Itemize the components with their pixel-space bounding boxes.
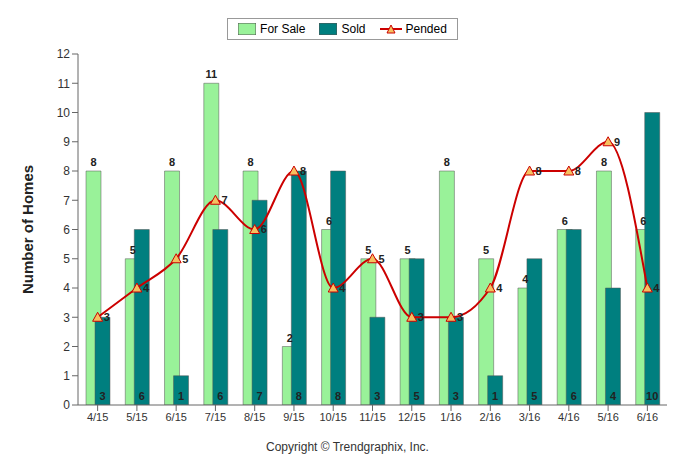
svg-text:6: 6 bbox=[326, 215, 332, 227]
svg-text:9/15: 9/15 bbox=[283, 411, 304, 423]
svg-text:9: 9 bbox=[614, 136, 620, 148]
svg-text:5: 5 bbox=[365, 244, 371, 256]
svg-text:4/16: 4/16 bbox=[558, 411, 579, 423]
svg-text:2/16: 2/16 bbox=[480, 411, 501, 423]
svg-text:8: 8 bbox=[575, 165, 581, 177]
svg-text:5/16: 5/16 bbox=[597, 411, 618, 423]
svg-text:3: 3 bbox=[418, 311, 424, 323]
svg-text:6: 6 bbox=[139, 390, 145, 402]
svg-text:4: 4 bbox=[339, 282, 346, 294]
svg-text:6: 6 bbox=[562, 215, 568, 227]
svg-text:3: 3 bbox=[374, 390, 380, 402]
svg-text:3: 3 bbox=[104, 311, 110, 323]
svg-text:3: 3 bbox=[63, 311, 70, 325]
html-text:Sold: Sold bbox=[341, 22, 366, 36]
svg-text:1/16: 1/16 bbox=[440, 411, 461, 423]
svg-text:7: 7 bbox=[63, 194, 70, 208]
svg-text:4: 4 bbox=[522, 273, 529, 285]
svg-text:7/15: 7/15 bbox=[205, 411, 226, 423]
svg-text:1: 1 bbox=[63, 369, 70, 383]
svg-text:8: 8 bbox=[63, 164, 70, 178]
svg-text:6: 6 bbox=[571, 390, 577, 402]
svg-text:5: 5 bbox=[483, 244, 489, 256]
html-text:Pended: Pended bbox=[405, 22, 447, 36]
svg-text:11: 11 bbox=[205, 68, 217, 80]
svg-text:1: 1 bbox=[178, 390, 184, 402]
html-text:Copyright © Trendgraphix, Inc.: Copyright © Trendgraphix, Inc. bbox=[266, 440, 429, 454]
svg-text:6/15: 6/15 bbox=[165, 411, 186, 423]
svg-text:8/15: 8/15 bbox=[244, 411, 265, 423]
svg-text:12/15: 12/15 bbox=[398, 411, 426, 423]
svg-text:10: 10 bbox=[57, 106, 71, 120]
svg-text:5: 5 bbox=[414, 390, 420, 402]
svg-text:6: 6 bbox=[217, 390, 223, 402]
svg-text:8: 8 bbox=[169, 156, 175, 168]
svg-text:9: 9 bbox=[63, 135, 70, 149]
svg-text:Number of Homes: Number of Homes bbox=[19, 165, 36, 294]
svg-text:2: 2 bbox=[287, 332, 293, 344]
svg-text:4: 4 bbox=[143, 282, 150, 294]
svg-text:6: 6 bbox=[640, 215, 646, 227]
svg-text:5/15: 5/15 bbox=[126, 411, 147, 423]
svg-text:12: 12 bbox=[57, 47, 71, 61]
svg-text:5: 5 bbox=[63, 252, 70, 266]
svg-text:5: 5 bbox=[405, 244, 411, 256]
svg-text:5: 5 bbox=[182, 253, 188, 265]
svg-text:5: 5 bbox=[531, 390, 537, 402]
svg-text:8: 8 bbox=[296, 390, 302, 402]
svg-text:3: 3 bbox=[457, 311, 463, 323]
svg-text:4/15: 4/15 bbox=[87, 411, 108, 423]
svg-text:8: 8 bbox=[335, 390, 341, 402]
svg-text:4: 4 bbox=[496, 282, 503, 294]
svg-text:7: 7 bbox=[257, 390, 263, 402]
svg-text:5: 5 bbox=[379, 253, 385, 265]
svg-text:7: 7 bbox=[221, 194, 227, 206]
svg-text:8: 8 bbox=[248, 156, 254, 168]
svg-text:0: 0 bbox=[63, 398, 70, 412]
svg-text:3: 3 bbox=[453, 390, 459, 402]
svg-text:8: 8 bbox=[536, 165, 542, 177]
svg-text:11: 11 bbox=[58, 77, 71, 91]
svg-text:5: 5 bbox=[130, 244, 136, 256]
svg-text:8: 8 bbox=[601, 156, 607, 168]
svg-text:4: 4 bbox=[653, 282, 660, 294]
svg-text:2: 2 bbox=[63, 340, 70, 354]
svg-text:6: 6 bbox=[63, 223, 70, 237]
svg-text:3: 3 bbox=[99, 390, 105, 402]
svg-text:3/16: 3/16 bbox=[519, 411, 540, 423]
svg-text:4: 4 bbox=[63, 281, 70, 295]
svg-text:8: 8 bbox=[300, 165, 306, 177]
svg-text:10/15: 10/15 bbox=[319, 411, 347, 423]
svg-text:10: 10 bbox=[646, 390, 658, 402]
svg-text:11/15: 11/15 bbox=[359, 411, 386, 423]
svg-text:1: 1 bbox=[492, 390, 498, 402]
svg-text:8: 8 bbox=[90, 156, 96, 168]
svg-text:4: 4 bbox=[610, 390, 617, 402]
svg-text:6/16: 6/16 bbox=[637, 411, 658, 423]
svg-text:8: 8 bbox=[444, 156, 450, 168]
svg-text:6: 6 bbox=[261, 223, 267, 235]
html-text:For Sale: For Sale bbox=[260, 22, 306, 36]
